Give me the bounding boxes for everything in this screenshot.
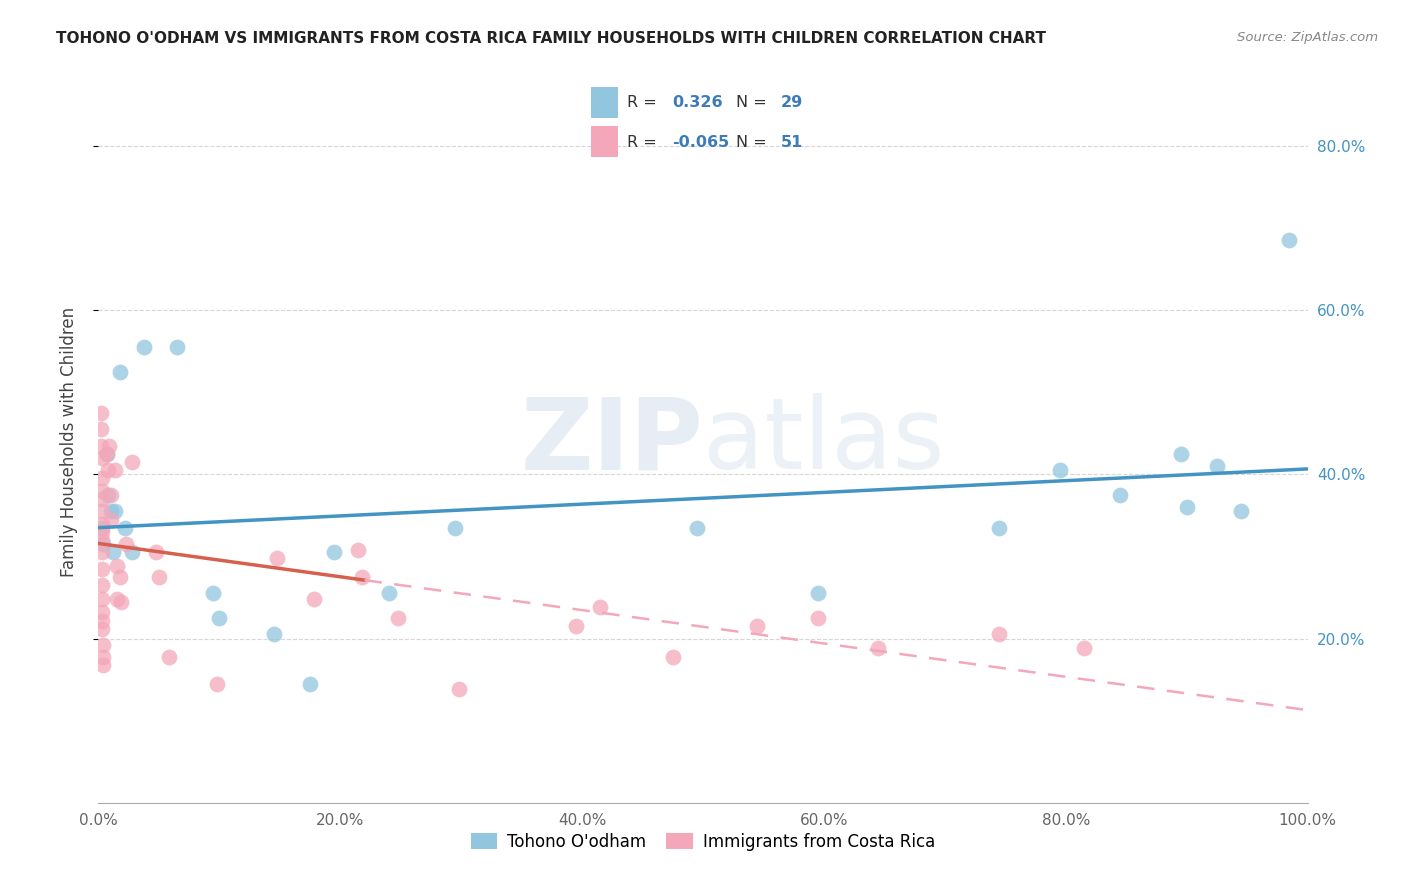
Point <box>299 677 322 691</box>
Point <box>91 592 114 607</box>
Point <box>90 406 112 420</box>
Point <box>747 619 769 633</box>
Point <box>91 562 114 576</box>
Point <box>91 537 114 551</box>
Point <box>91 545 114 559</box>
Text: R =: R = <box>627 95 661 110</box>
Point <box>166 340 188 354</box>
Point <box>91 649 114 664</box>
Point <box>90 439 112 453</box>
Point <box>661 649 683 664</box>
Point <box>121 455 143 469</box>
Point <box>205 677 228 691</box>
Point <box>101 545 124 559</box>
Point <box>444 521 467 535</box>
Point <box>108 570 131 584</box>
Point <box>868 641 890 656</box>
Point <box>91 471 114 485</box>
Point <box>589 600 612 615</box>
Point <box>387 611 409 625</box>
Point <box>1230 504 1253 518</box>
Point <box>148 570 170 584</box>
Point <box>105 559 128 574</box>
Text: 0.326: 0.326 <box>672 95 723 110</box>
Point <box>105 592 128 607</box>
Point <box>90 422 112 436</box>
Point <box>98 439 121 453</box>
Text: 29: 29 <box>780 95 803 110</box>
Point <box>134 340 156 354</box>
Point <box>91 521 114 535</box>
Point <box>1278 233 1301 247</box>
Point <box>157 649 180 664</box>
Point <box>202 586 225 600</box>
Point <box>108 365 131 379</box>
Point <box>91 504 114 518</box>
Y-axis label: Family Households with Children: Family Households with Children <box>59 307 77 576</box>
Point <box>377 586 399 600</box>
Point <box>96 447 118 461</box>
Point <box>988 627 1011 641</box>
Point <box>100 512 122 526</box>
Point <box>91 483 114 498</box>
Point <box>110 594 132 608</box>
Point <box>447 682 470 697</box>
Point <box>91 578 114 592</box>
Point <box>91 533 114 547</box>
Legend: Tohono O'odham, Immigrants from Costa Rica: Tohono O'odham, Immigrants from Costa Ri… <box>463 825 943 860</box>
Text: 51: 51 <box>780 136 803 151</box>
Point <box>1109 488 1132 502</box>
Point <box>988 521 1011 535</box>
Point <box>91 638 114 652</box>
Point <box>104 504 127 518</box>
Point <box>1049 463 1071 477</box>
Text: atlas: atlas <box>703 393 945 490</box>
Point <box>91 491 114 506</box>
Point <box>115 537 138 551</box>
Point <box>91 614 114 628</box>
Point <box>91 657 114 672</box>
Point <box>97 488 120 502</box>
Text: -0.065: -0.065 <box>672 136 730 151</box>
Text: N =: N = <box>737 136 772 151</box>
Point <box>91 622 114 636</box>
Text: Source: ZipAtlas.com: Source: ZipAtlas.com <box>1237 31 1378 45</box>
Point <box>1175 500 1198 515</box>
Point <box>302 592 325 607</box>
Bar <box>591 126 619 157</box>
Point <box>565 619 588 633</box>
Bar <box>591 87 619 118</box>
Point <box>97 463 120 477</box>
Point <box>96 447 118 461</box>
Point <box>266 551 288 566</box>
Point <box>114 521 136 535</box>
Point <box>121 545 143 559</box>
Point <box>100 488 122 502</box>
Point <box>807 586 830 600</box>
Point <box>1170 447 1192 461</box>
Text: N =: N = <box>737 95 772 110</box>
Point <box>1206 459 1229 474</box>
Point <box>1073 641 1095 656</box>
Point <box>350 570 373 584</box>
Text: R =: R = <box>627 136 661 151</box>
Point <box>91 516 114 531</box>
Point <box>91 450 114 465</box>
Point <box>347 542 370 557</box>
Text: ZIP: ZIP <box>520 393 703 490</box>
Point <box>323 545 346 559</box>
Point <box>91 605 114 619</box>
Point <box>807 611 830 625</box>
Point <box>145 545 167 559</box>
Point <box>104 463 127 477</box>
Point <box>208 611 231 625</box>
Text: TOHONO O'ODHAM VS IMMIGRANTS FROM COSTA RICA FAMILY HOUSEHOLDS WITH CHILDREN COR: TOHONO O'ODHAM VS IMMIGRANTS FROM COSTA … <box>56 31 1046 46</box>
Point <box>100 504 122 518</box>
Point <box>263 627 285 641</box>
Point <box>91 524 114 539</box>
Point <box>686 521 709 535</box>
